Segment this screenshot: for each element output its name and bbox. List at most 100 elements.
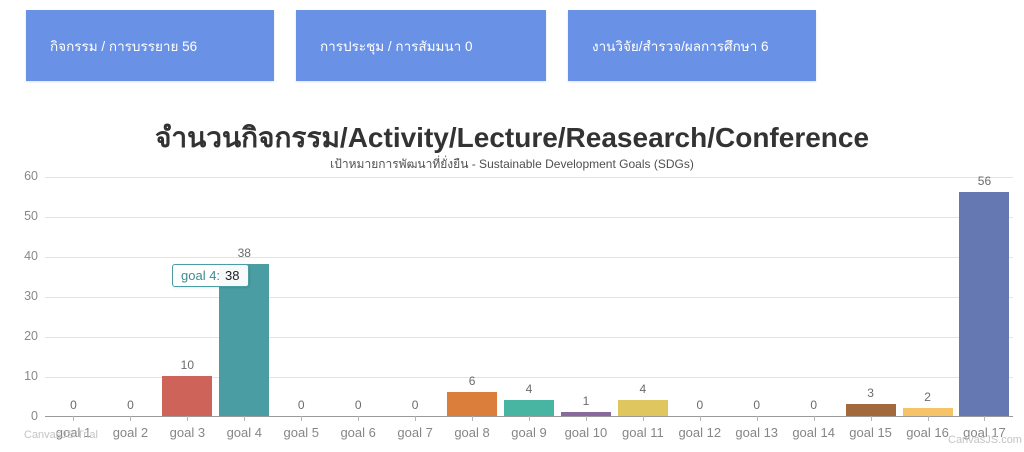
column-goal-6: 0 goal 6 [330, 177, 387, 440]
x-label-goal-6: goal 6 [340, 425, 376, 440]
plot-area: 0 goal 1 0 goal 2 10 goal 3 38 goal 4 0 goal 5 0 go… [45, 174, 1013, 440]
bar-goal-3[interactable] [162, 376, 213, 416]
y-axis-label-20: 20 [24, 329, 38, 343]
x-label-goal-10: goal 10 [564, 425, 608, 440]
gridline-y20 [45, 337, 1013, 338]
chart-subtitle: เป้าหมายการพัฒนาที่ยั่งยืน - Sustainable… [330, 157, 694, 171]
value-label-goal-17: 56 [977, 174, 992, 188]
x-tick-goal-11 [642, 416, 644, 421]
x-label-goal-3: goal 3 [169, 425, 206, 440]
x-tick-goal-6 [358, 416, 360, 421]
column-goal-10: 1 goal 10 [557, 177, 614, 440]
column-goal-14: 0 goal 14 [785, 177, 842, 440]
x-tick-goal-2 [130, 416, 132, 421]
bar-goal-8[interactable] [447, 392, 498, 416]
column-goal-1: 0 goal 1 [45, 177, 102, 440]
x-label-goal-7: goal 7 [397, 425, 433, 440]
column-goal-5: 0 goal 5 [273, 177, 330, 440]
card-activity-lecture[interactable]: กิจกรรม / การบรรยาย 56 [26, 10, 274, 81]
bar-goal-4[interactable] [219, 264, 270, 416]
x-tick-goal-15 [870, 416, 872, 421]
column-goal-9: 4 goal 9 [501, 177, 558, 440]
card-activity-lecture-label: กิจกรรม / การบรรยาย 56 [50, 38, 198, 54]
y-axis-label-30: 30 [24, 289, 38, 303]
summary-cards-row: กิจกรรม / การบรรยาย 56 การประชุม / การสั… [26, 10, 816, 81]
y-axis-label-50: 50 [24, 209, 38, 223]
value-label-goal-15: 3 [867, 386, 874, 400]
x-label-goal-15: goal 15 [849, 425, 892, 440]
card-meeting-seminar-label: การประชุม / การสัมมนา 0 [320, 38, 473, 54]
x-label-goal-8: goal 8 [454, 425, 490, 440]
x-tick-goal-9 [528, 416, 530, 421]
x-tick-goal-7 [415, 416, 417, 421]
tooltip-category: goal 4: [181, 268, 221, 283]
x-tick-goal-5 [301, 416, 303, 421]
bar-goal-9[interactable] [503, 400, 554, 416]
x-tick-goal-16 [927, 416, 929, 421]
x-tick-goal-1 [73, 416, 75, 421]
value-label-goal-11: 4 [639, 382, 647, 396]
column-goal-8: 6 goal 8 [444, 177, 501, 440]
column-goal-3: 10 goal 3 [159, 177, 216, 440]
value-label-goal-13: 0 [753, 398, 761, 412]
value-label-goal-2: 0 [127, 398, 134, 412]
gridline-y60 [45, 177, 1013, 178]
value-label-goal-12: 0 [696, 398, 704, 412]
column-goal-13: 0 goal 13 [728, 177, 785, 440]
tooltip-value: 38 [225, 268, 240, 283]
value-label-goal-7: 0 [411, 398, 419, 412]
x-label-goal-14: goal 14 [792, 425, 835, 440]
y-axis-label-10: 10 [24, 369, 38, 383]
canvasjs-trial-watermark: CanvasJS Trial [24, 429, 98, 441]
column-goal-16: 2 goal 16 [899, 177, 956, 440]
value-label-goal-14: 0 [810, 398, 817, 412]
x-label-goal-12: goal 12 [678, 425, 722, 440]
column-goal-12: 0 goal 12 [671, 177, 728, 440]
bar-goal-17[interactable] [959, 192, 1010, 416]
value-label-goal-4: 38 [237, 246, 251, 260]
chart-title: จำนวนกิจกรรม/Activity/Lecture/Reasearch/… [154, 122, 870, 153]
x-label-goal-1: goal 1 [55, 425, 92, 440]
x-label-goal-16: goal 16 [906, 425, 949, 440]
value-label-goal-3: 10 [180, 358, 195, 372]
x-tick-goal-10 [585, 416, 587, 421]
x-label-goal-4: goal 4 [226, 425, 262, 440]
column-goal-2: 0 goal 2 [102, 177, 159, 440]
gridline-y10 [45, 377, 1013, 378]
value-label-goal-10: 1 [582, 394, 590, 408]
x-label-goal-9: goal 9 [511, 425, 547, 440]
gridline-y40 [45, 257, 1013, 258]
value-label-goal-16: 2 [924, 390, 931, 404]
x-label-goal-13: goal 13 [735, 425, 779, 440]
x-tick-goal-17 [984, 416, 986, 421]
bar-goal-15[interactable] [845, 404, 896, 416]
x-label-goal-11: goal 11 [622, 425, 664, 440]
value-label-goal-8: 6 [468, 374, 476, 388]
card-meeting-seminar[interactable]: การประชุม / การสัมมนา 0 [296, 10, 546, 81]
canvasjs-site-watermark[interactable]: CanvasJS.com [948, 434, 1022, 446]
y-axis-label-60: 60 [24, 169, 38, 183]
x-label-goal-5: goal 5 [283, 425, 319, 440]
x-tick-goal-13 [756, 416, 758, 421]
bar-goal-16[interactable] [902, 408, 953, 416]
column-goal-4: 38 goal 4 [216, 177, 273, 440]
card-research-survey[interactable]: งานวิจัย/สำรวจ/ผลการศึกษา 6 [568, 10, 816, 81]
value-label-goal-6: 0 [354, 398, 362, 412]
gridline-y30 [45, 297, 1013, 298]
bar-goal-10[interactable] [560, 412, 611, 416]
column-goal-15: 3 goal 15 [842, 177, 899, 440]
gridline-y50 [45, 217, 1013, 218]
x-label-goal-17: goal 17 [963, 425, 1006, 440]
value-label-goal-9: 4 [525, 382, 533, 396]
x-tick-goal-14 [813, 416, 815, 421]
card-research-survey-label: งานวิจัย/สำรวจ/ผลการศึกษา 6 [592, 38, 769, 54]
bar-goal-11[interactable] [617, 400, 668, 416]
column-goal-7: 0 goal 7 [387, 177, 444, 440]
x-tick-goal-3 [187, 416, 189, 421]
value-label-goal-5: 0 [297, 398, 305, 412]
x-label-goal-2: goal 2 [112, 425, 149, 440]
x-tick-goal-8 [472, 416, 474, 421]
column-goal-17: 56 goal 17 [956, 174, 1013, 440]
y-axis-label-40: 40 [24, 249, 38, 263]
y-axis-label-0: 0 [31, 409, 38, 423]
